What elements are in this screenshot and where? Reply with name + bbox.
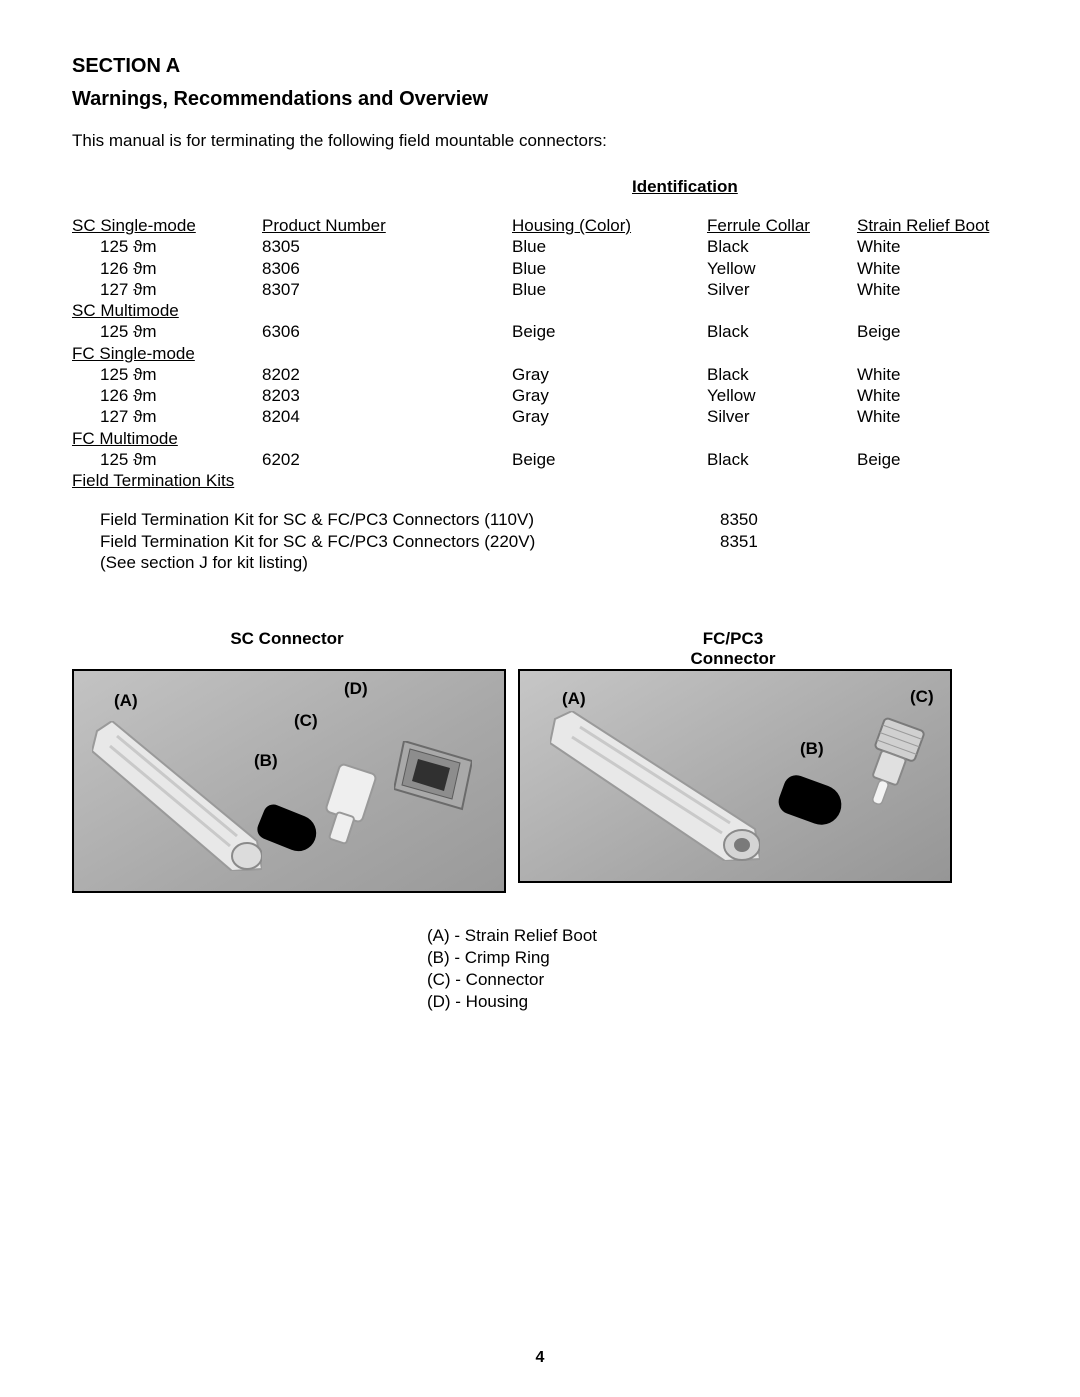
strain-relief-boot-icon	[92, 721, 262, 871]
page: SECTION A Warnings, Recommendations and …	[0, 0, 1080, 1397]
legend-line: (B) - Crimp Ring	[427, 948, 550, 967]
col-header: Housing (Color)	[512, 216, 631, 235]
identification-header: Identification	[632, 177, 1008, 197]
legend-line: (C) - Connector	[427, 970, 544, 989]
table-row: 127 ϑm 8307 Blue Silver White	[72, 279, 1008, 300]
fc-connector-icon	[855, 716, 925, 816]
table-row: 127 ϑm 8204 Gray Silver White	[72, 406, 1008, 427]
kits-block: Field Termination Kit for SC & FC/PC3 Co…	[72, 509, 1008, 573]
crimp-ring-icon	[775, 772, 847, 831]
col-header: SC Single-mode	[72, 216, 196, 235]
table-row: 125 ϑm 6306 Beige Black Beige	[72, 321, 1008, 342]
group-header: SC Multimode	[72, 300, 1008, 321]
page-number: 4	[0, 1349, 1080, 1367]
table-row: 126 ϑm 8203 Gray Yellow White	[72, 385, 1008, 406]
figure-title: FC/PC3 Connector	[518, 629, 948, 669]
sc-connector-figure: SC Connector (A) (D) (C) (B)	[72, 629, 506, 893]
figure-title: SC Connector	[72, 629, 502, 669]
table-row: 125 ϑm 8305 Blue Black White	[72, 236, 1008, 257]
connector-body-icon	[322, 761, 382, 851]
col-header: Product Number	[262, 216, 386, 235]
kit-row: Field Termination Kit for SC & FC/PC3 Co…	[72, 531, 1008, 552]
kit-note: (See section J for kit listing)	[72, 552, 1008, 573]
legend: (A) - Strain Relief Boot (B) - Crimp Rin…	[72, 925, 952, 1013]
label-c: (C)	[294, 711, 318, 731]
label-a: (A)	[562, 689, 586, 709]
identification-table: SC Single-mode Product Number Housing (C…	[72, 215, 1008, 491]
kits-header: Field Termination Kits	[72, 470, 1008, 491]
label-a: (A)	[114, 691, 138, 711]
label-c: (C)	[910, 687, 934, 707]
label-d: (D)	[344, 679, 368, 699]
legend-line: (D) - Housing	[427, 992, 528, 1011]
col-header: Strain Relief Boot	[857, 216, 989, 235]
fc-connector-photo: (A) (C) (B)	[518, 669, 952, 883]
section-label: SECTION A	[72, 55, 1008, 78]
group-header: FC Multimode	[72, 428, 1008, 449]
crimp-ring-icon	[254, 801, 321, 856]
table-row: 125 ϑm 6202 Beige Black Beige	[72, 449, 1008, 470]
label-b: (B)	[800, 739, 824, 759]
sc-connector-photo: (A) (D) (C) (B)	[72, 669, 506, 893]
figures: SC Connector (A) (D) (C) (B)	[72, 629, 1008, 893]
group-header: FC Single-mode	[72, 343, 1008, 364]
strain-relief-boot-icon	[550, 711, 760, 861]
legend-line: (A) - Strain Relief Boot	[427, 926, 597, 945]
intro-text: This manual is for terminating the follo…	[72, 131, 1008, 151]
table-row: 126 ϑm 8306 Blue Yellow White	[72, 258, 1008, 279]
table-header-row: SC Single-mode Product Number Housing (C…	[72, 215, 1008, 236]
table-row: 125 ϑm 8202 Gray Black White	[72, 364, 1008, 385]
housing-icon	[394, 741, 472, 819]
fc-connector-figure: FC/PC3 Connector (A) (C) (B)	[518, 629, 952, 893]
kit-row: Field Termination Kit for SC & FC/PC3 Co…	[72, 509, 1008, 530]
section-subtitle: Warnings, Recommendations and Overview	[72, 88, 1008, 111]
col-header: Ferrule Collar	[707, 216, 810, 235]
